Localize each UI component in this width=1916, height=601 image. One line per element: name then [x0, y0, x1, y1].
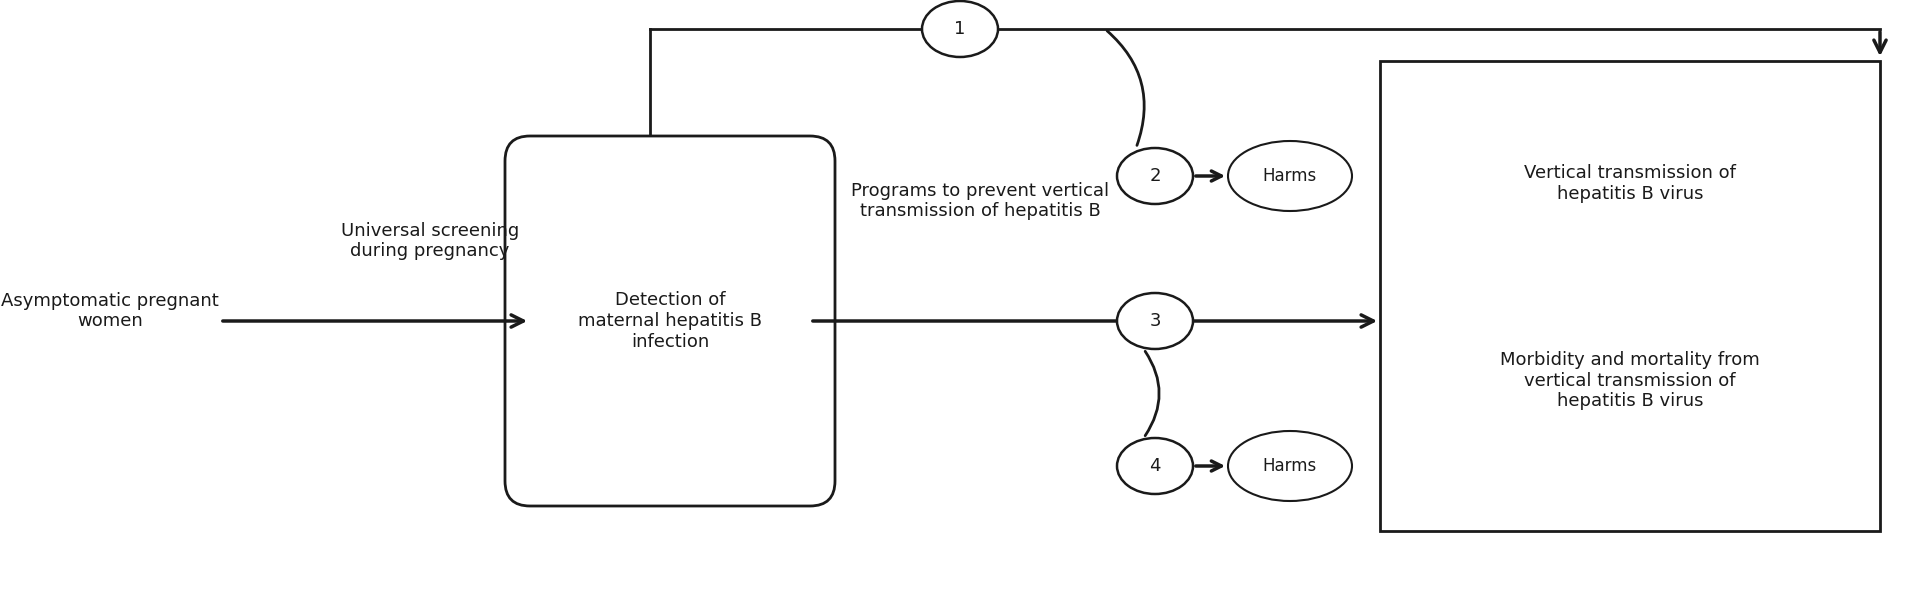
Text: Asymptomatic pregnant
women: Asymptomatic pregnant women: [2, 291, 218, 331]
Ellipse shape: [1117, 438, 1194, 494]
Text: 2: 2: [1150, 167, 1161, 185]
Text: Morbidity and mortality from
vertical transmission of
hepatitis B virus: Morbidity and mortality from vertical tr…: [1500, 351, 1761, 410]
FancyBboxPatch shape: [506, 136, 835, 506]
Ellipse shape: [1228, 431, 1353, 501]
Ellipse shape: [1228, 141, 1353, 211]
Text: Programs to prevent vertical
transmission of hepatitis B: Programs to prevent vertical transmissio…: [851, 182, 1109, 221]
Ellipse shape: [1117, 148, 1194, 204]
Text: Universal screening
during pregnancy: Universal screening during pregnancy: [341, 222, 519, 260]
Text: 1: 1: [954, 20, 966, 38]
Ellipse shape: [1117, 293, 1194, 349]
Text: Harms: Harms: [1263, 167, 1316, 185]
Text: Detection of
maternal hepatitis B
infection: Detection of maternal hepatitis B infect…: [579, 291, 763, 351]
Text: Harms: Harms: [1263, 457, 1316, 475]
Bar: [1380, 61, 1880, 531]
Text: 3: 3: [1150, 312, 1161, 330]
Text: Vertical transmission of
hepatitis B virus: Vertical transmission of hepatitis B vir…: [1523, 164, 1736, 203]
Text: 4: 4: [1150, 457, 1161, 475]
Ellipse shape: [922, 1, 998, 57]
